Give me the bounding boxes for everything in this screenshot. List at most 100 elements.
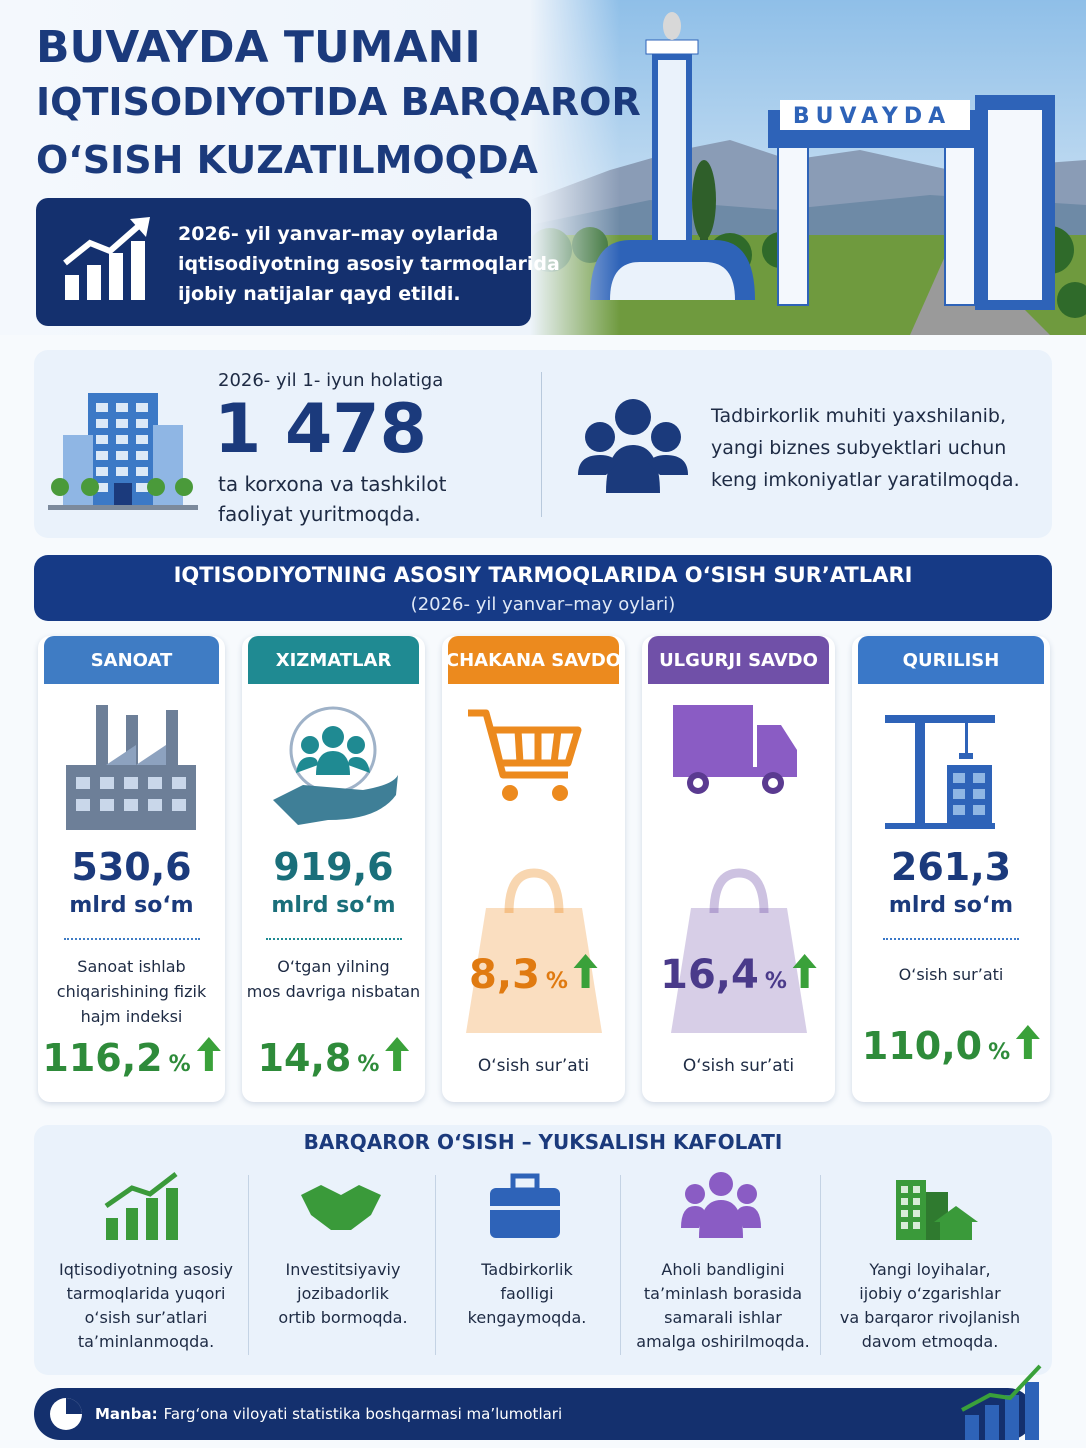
icon-svg <box>467 709 581 801</box>
title-line: BUVAYDA TUMANI <box>36 22 481 73</box>
title-line: O‘SISH KUZATILMOQDA <box>36 138 538 182</box>
benefit-line: davom etmoqda. <box>861 1332 999 1351</box>
unit: mlrd so‘m <box>271 893 396 918</box>
benefit-line: ortib bormoqda. <box>278 1308 408 1327</box>
icon-svg <box>681 1172 761 1238</box>
percent-sign: % <box>357 1052 380 1077</box>
arrow-up <box>385 1037 410 1071</box>
bag-shape <box>669 868 809 1038</box>
intro-line: iqtisodiyotning asosiy tarmoqlarida <box>178 253 560 275</box>
arrow-up <box>573 954 598 988</box>
sign-text: BUVAYDA <box>792 104 952 129</box>
benefit-line: ijobiy o‘zgarishlar <box>859 1284 1001 1303</box>
benefit-line: Iqtisodiyotning asosiy <box>59 1260 233 1279</box>
benefit-line: faolligi <box>500 1284 554 1303</box>
benefit-icon <box>681 1170 771 1245</box>
percent-sign: % <box>988 1040 1011 1065</box>
sector-name: QURILISH <box>902 650 1000 671</box>
sector-note: O‘sish sur’ati <box>898 965 1004 984</box>
dotted-divider <box>63 938 200 940</box>
date-text: 2026- yil 1- iyun holatiga <box>218 370 444 391</box>
sector-tab <box>858 636 1044 684</box>
benefit-line: Aholi bandligini <box>661 1260 785 1279</box>
summary-card <box>34 350 1052 538</box>
icon-svg <box>301 1185 381 1230</box>
divider <box>820 1175 821 1355</box>
icon-svg <box>885 715 995 829</box>
arrow-up <box>1016 1025 1041 1059</box>
sector-note: chiqarishining fizik <box>56 982 207 1001</box>
arrow-up <box>196 1037 221 1071</box>
benefit-line: Investitsiyaviy <box>285 1260 401 1279</box>
divider <box>541 372 542 517</box>
sector-tab <box>448 636 619 684</box>
percent-sign: % <box>168 1052 191 1077</box>
icon-svg <box>104 1172 178 1240</box>
benefit-line: Tadbirkorlik <box>481 1260 573 1279</box>
benefits-card <box>34 1125 1052 1375</box>
icon-svg <box>63 217 150 300</box>
benefit-icon <box>888 1170 978 1245</box>
icon-svg <box>896 1180 978 1240</box>
benefit-icon <box>301 1170 391 1245</box>
benefit-line: va barqaror rivojlanish <box>839 1308 1021 1327</box>
note-line: yangi biznes subyektlari uchun <box>711 437 1007 459</box>
sector-card <box>242 636 425 1102</box>
sector-note: O‘sish sur’ati <box>477 1056 590 1076</box>
benefit-line: ta’minlash borasida <box>643 1284 803 1303</box>
divider <box>620 1175 621 1355</box>
percent-sign: % <box>764 969 787 994</box>
sector-note: O‘sish sur’ati <box>682 1056 795 1076</box>
sector-note: O‘tgan yilning <box>277 957 390 976</box>
sector-tab <box>44 636 219 684</box>
unit: mlrd so‘m <box>69 893 194 918</box>
rate-value: 116,2 <box>42 1036 163 1080</box>
benefit-icon <box>104 1170 194 1245</box>
section-title: IQTISODIYOTNING ASOSIY TARMOQLARIDA O‘SI… <box>173 563 913 587</box>
sector-note: hajm indeksi <box>80 1007 183 1026</box>
icon-svg <box>672 705 797 794</box>
sector-note: Sanoat ishlab <box>77 957 186 976</box>
desc-line: faoliyat yuritmoqda. <box>218 502 421 526</box>
arrow-up <box>792 954 817 988</box>
sector-name: ULGURJI SAVDO <box>659 650 818 671</box>
benefit-line: ta’minlanmoqda. <box>77 1332 215 1351</box>
icon-svg <box>490 1173 560 1238</box>
rate-value: 14,8 <box>257 1036 352 1080</box>
icon-svg <box>578 399 688 493</box>
icon-svg <box>961 1364 1042 1440</box>
icon-svg <box>528 0 1086 335</box>
amount: 919,6 <box>273 845 394 889</box>
benefit-line: samarali ishlar <box>664 1308 782 1327</box>
icon-svg <box>50 1398 82 1430</box>
sector-tab <box>648 636 829 684</box>
benefit-icon <box>485 1170 575 1245</box>
people-icon <box>578 395 688 495</box>
intro-line: ijobiy natijalar qayd etildi. <box>178 283 461 305</box>
benefit-line: jozibadorlik <box>297 1284 389 1303</box>
benefit-line: o‘sish sur’atlari <box>84 1308 208 1327</box>
rate-row: 116,2% <box>42 1036 221 1080</box>
rate-value: 8,3 <box>469 952 540 998</box>
sector-name: XIZMATLAR <box>275 650 392 671</box>
benefit-line: kengaymoqda. <box>467 1308 587 1327</box>
sector-note: mos davriga nisbatan <box>246 982 421 1001</box>
divider <box>435 1175 436 1355</box>
icon-svg <box>272 706 398 825</box>
rate-row: 110,0% <box>862 1024 1041 1068</box>
percent-sign: % <box>545 969 568 994</box>
benefit-line: Yangi loyihalar, <box>869 1260 991 1279</box>
dotted-divider <box>883 938 1019 940</box>
rate-row: 8,3% <box>469 952 598 998</box>
corner-chart-icon <box>960 1360 1050 1440</box>
sector-name: SANOAT <box>90 650 173 671</box>
benefits-title: BARQAROR O‘SISH – YUKSALISH KAFOLATI <box>291 1130 795 1154</box>
note-line: Tadbirkorlik muhiti yaxshilanib, <box>711 405 1007 427</box>
note-line: keng imkoniyatlar yaratilmoqda. <box>711 469 1020 491</box>
section-subtitle: (2026- yil yanvar–may oylari) <box>410 594 676 615</box>
dotted-divider <box>265 938 402 940</box>
unit: mlrd so‘m <box>888 893 1014 918</box>
bag-shape <box>464 868 604 1038</box>
sector-icon <box>65 705 198 830</box>
rate-row: 14,8% <box>258 1036 410 1080</box>
